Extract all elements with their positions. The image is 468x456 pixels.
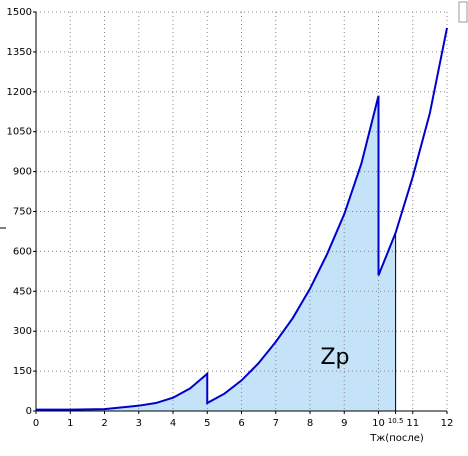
y-tick-label: 600 [13,246,32,257]
x-tick-label: 11 [406,418,419,429]
x-tick-label: 8 [307,418,313,429]
x-tick-label: 5 [204,418,210,429]
shaded-area [36,95,396,411]
x-tick-label: 6 [238,418,244,429]
annotation: Zp [320,345,349,370]
y-tick-label: 1200 [7,87,32,98]
y-tick-label: 750 [13,207,32,218]
y-tick-label: 150 [13,366,32,377]
frame-corner [458,1,468,23]
y-tick-label: 0 [26,406,32,417]
y-tick-label: 300 [13,326,32,337]
x-tick-label: 12 [441,418,454,429]
x-tick-label: 2 [101,418,107,429]
x-tick-label: 4 [170,418,176,429]
x-axis-label: Тж(после) [369,433,424,444]
x-tick-label: 1 [67,418,73,429]
y-tick-label: 1050 [7,127,32,138]
x-tick-label: 10 [372,418,385,429]
line [36,27,448,411]
y-tick-label: 1500 [7,7,32,18]
x-tick-label: 0 [33,418,39,429]
y-tick-label: 1350 [7,47,32,58]
y-tick-label: 900 [13,167,32,178]
y-tick-label: 450 [13,286,32,297]
x-tick-label: 3 [136,418,142,429]
x-tick-label: 10.5 [388,417,404,425]
x-tick-label: 7 [273,418,279,429]
x-tick-label: 9 [341,418,347,429]
